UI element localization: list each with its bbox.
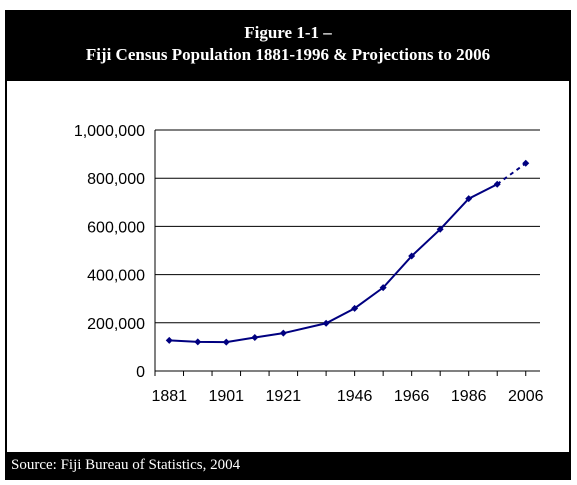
series-line-census [169,183,498,344]
data-point [194,338,202,346]
x-tick-label: 1986 [451,388,487,405]
data-point [465,195,473,203]
y-tick-label: 600,000 [87,219,145,236]
figure-frame: Figure 1-1 – Fiji Census Population 1881… [5,10,571,480]
y-tick-label: 1,000,000 [74,123,145,140]
data-point [222,338,230,346]
y-tick-label: 200,000 [87,316,145,333]
series-line-projection [496,162,527,186]
figure-title-line1: Figure 1-1 – [244,23,332,42]
x-tick-label: 1921 [266,388,302,405]
x-tick-label: 1901 [208,388,244,405]
data-point [251,334,259,342]
figure-title-band: Figure 1-1 – Fiji Census Population 1881… [7,12,569,81]
data-point [165,336,173,344]
data-point [436,225,444,233]
data-point [379,284,387,292]
data-point [279,329,287,337]
x-tick-label: 1881 [151,388,187,405]
data-point [351,304,359,312]
x-tick-label: 1966 [394,388,430,405]
y-tick-label: 800,000 [87,171,145,188]
figure-title-line2: Fiji Census Population 1881-1996 & Proje… [85,45,491,64]
x-tick-label: 2006 [508,388,544,405]
data-point [408,252,416,260]
y-tick-label: 400,000 [87,268,145,285]
source-note: Source: Fiji Bureau of Statistics, 2004 [7,452,569,478]
x-tick-label: 1946 [337,388,373,405]
y-tick-label: 0 [136,364,145,381]
data-point [322,319,330,327]
data-point [522,159,530,167]
